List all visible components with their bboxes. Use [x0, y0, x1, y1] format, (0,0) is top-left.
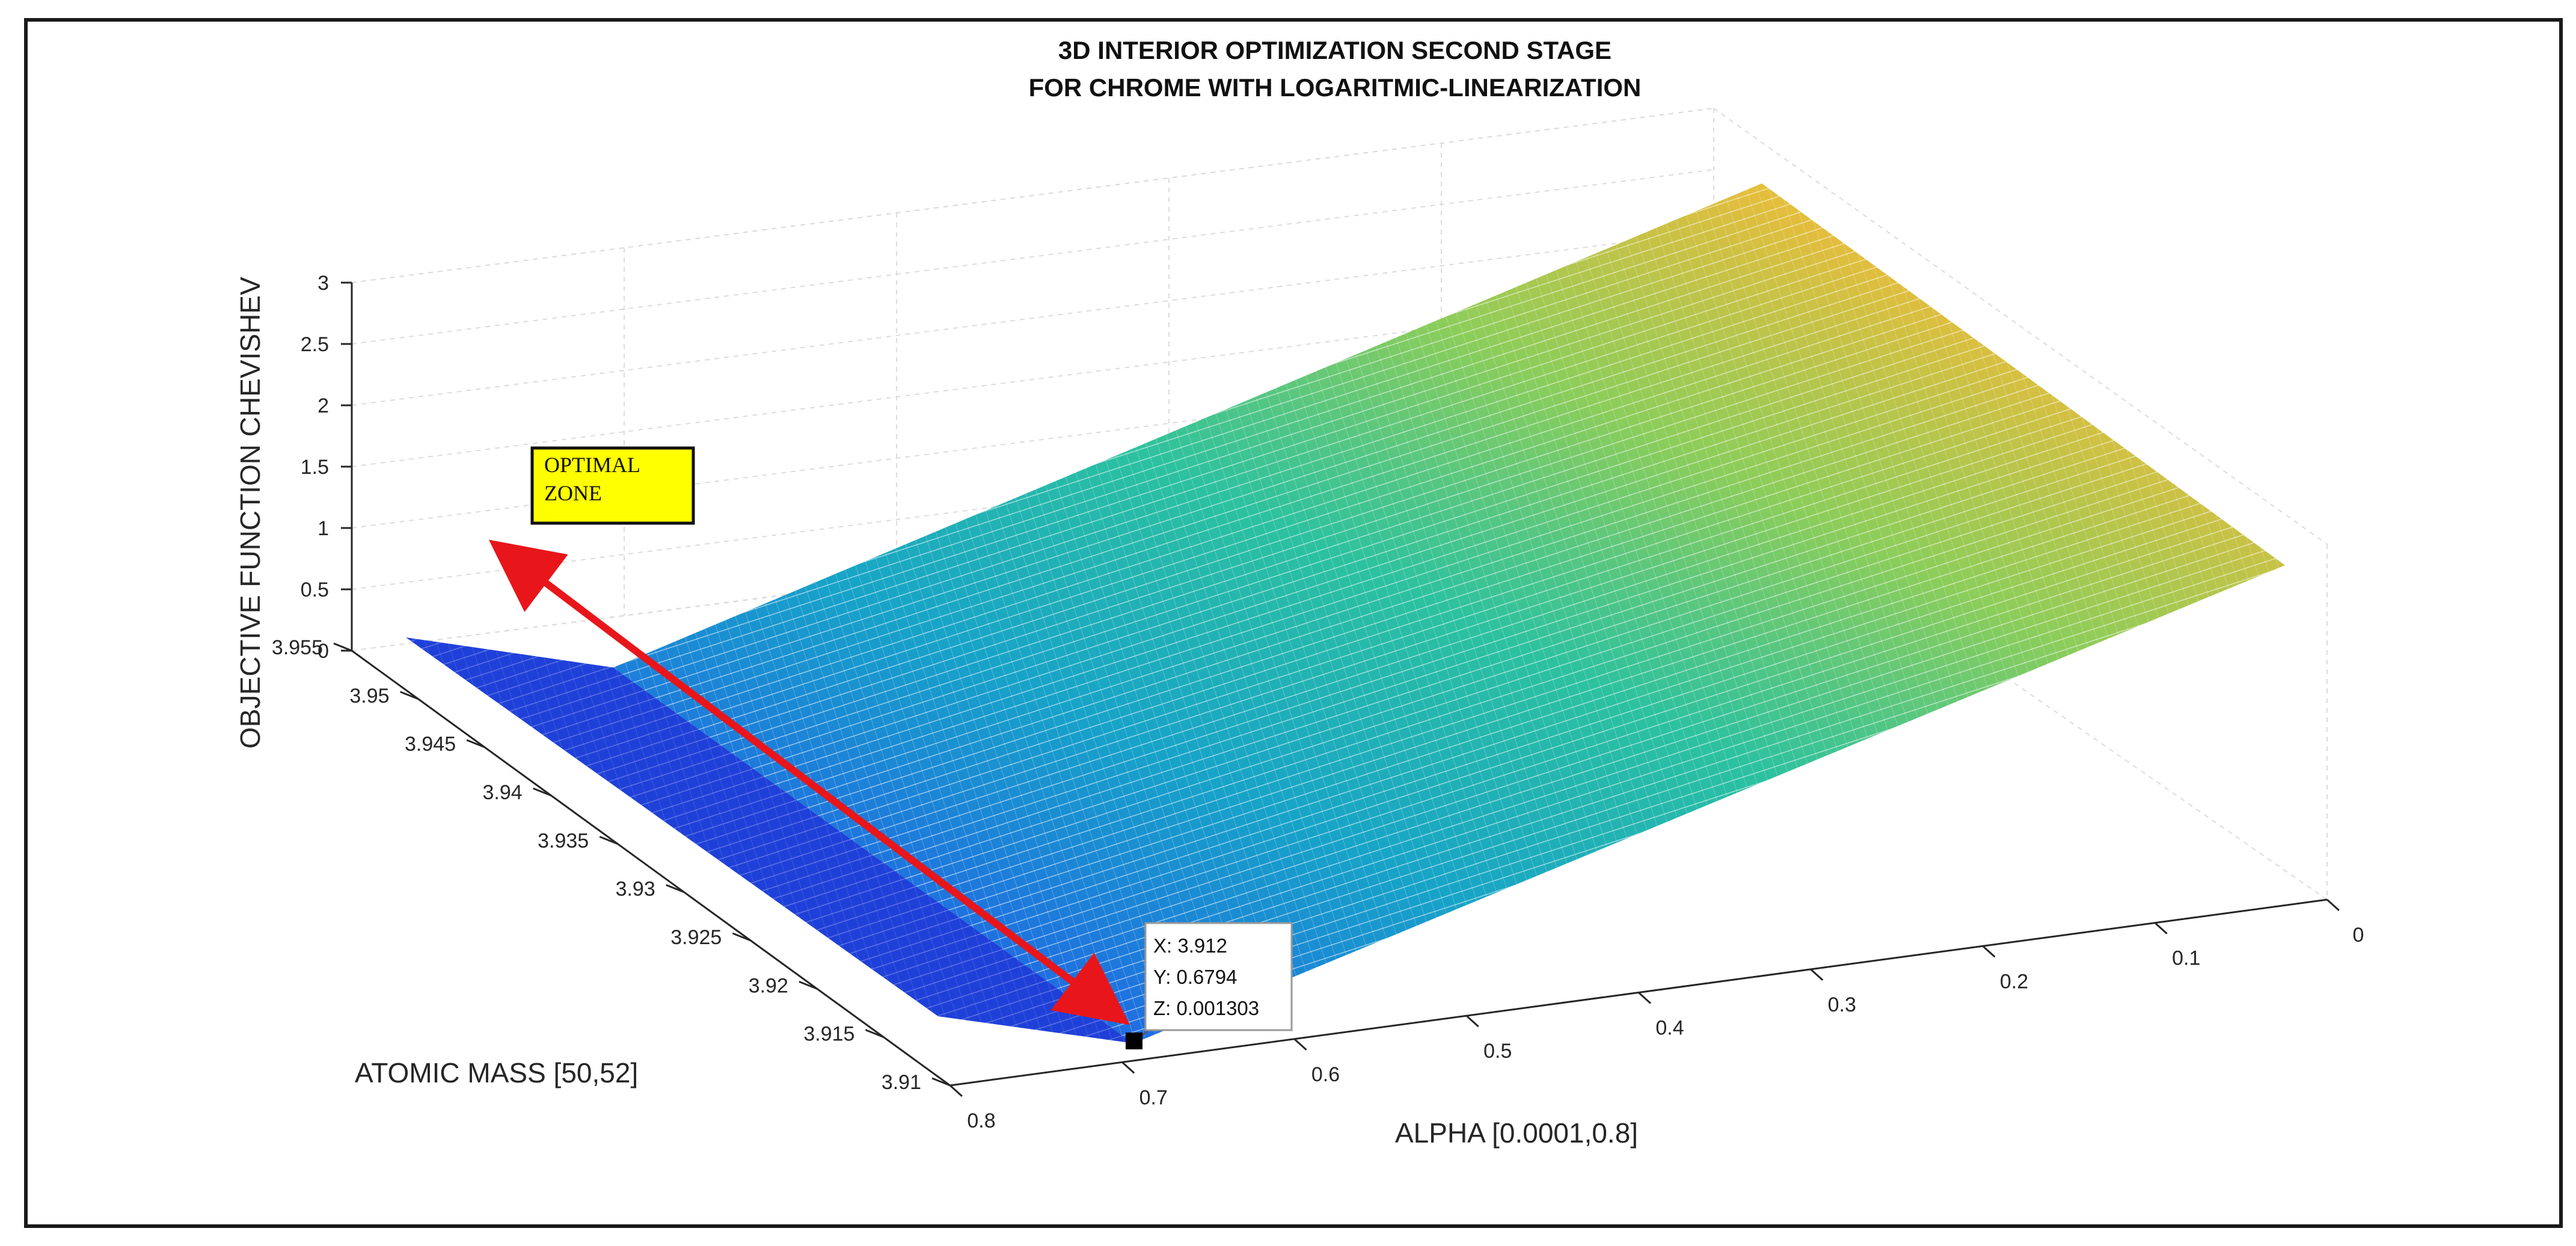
y-tick-label: 3.94	[482, 781, 522, 804]
data-tip-z: Z: 0.001303	[1153, 997, 1259, 1019]
x-tick-mark	[1982, 945, 1996, 958]
y-tick-mark	[333, 642, 352, 652]
x-tick-label: 0.1	[2172, 947, 2200, 970]
z-tick-label: 1.5	[301, 456, 329, 479]
x-tick-label: 0	[2353, 924, 2364, 947]
annotation-line2: ZONE	[544, 481, 602, 505]
box-edge	[351, 108, 1714, 283]
y-tick-mark	[865, 1029, 885, 1039]
x-tick-label: 0.6	[1311, 1063, 1340, 1086]
data-tip-marker	[1126, 1033, 1142, 1049]
x-axis-label: ALPHA [0.0001,0.8]	[1395, 1117, 1638, 1149]
y-tick-label: 3.93	[616, 878, 655, 901]
x-tick-mark	[2326, 898, 2340, 912]
x-axis-ticks: 0 0.1 0.2 0.3 0.4 0.5 0.6 0.7 0.8	[949, 898, 2364, 1132]
x-tick-label: 0.4	[1655, 1017, 1684, 1040]
y-tick-label: 3.92	[749, 974, 788, 997]
x-tick-label: 0.2	[2000, 970, 2028, 993]
x-tick-label: 0.5	[1483, 1040, 1512, 1063]
data-tip[interactable]: X: 3.912 Y: 0.6794 Z: 0.001303	[1126, 922, 1293, 1049]
z-grid-line	[351, 353, 1714, 529]
surface	[406, 183, 2285, 1043]
optimal-arrow	[488, 539, 1130, 1025]
data-tip-y: Y: 0.6794	[1153, 966, 1237, 988]
data-tip-box	[1144, 922, 1293, 1031]
x-tick-mark	[1465, 1015, 1479, 1028]
y-tick-mark	[399, 690, 419, 700]
annotation-box	[530, 446, 695, 525]
data-tip-x: X: 3.912	[1153, 934, 1227, 957]
chart-title-line1: 3D INTERIOR OPTIMIZATION SECOND STAGE	[1058, 36, 1612, 64]
y-tick-mark	[931, 1077, 951, 1087]
y-tick-label: 3.925	[670, 926, 722, 949]
y-tick-mark	[466, 739, 485, 749]
y-tick-label: 3.91	[882, 1071, 921, 1094]
x-tick-mark	[1810, 968, 1824, 981]
x-tick-mark	[1637, 992, 1652, 1004]
box-edge	[1713, 108, 2328, 545]
y-tick-label: 3.95	[349, 684, 389, 707]
y-tick-label: 3.915	[803, 1023, 854, 1046]
optimal-zone-annotation[interactable]: OPTIMAL ZONE	[530, 446, 695, 525]
annotation-line1: OPTIMAL	[544, 453, 640, 477]
y-tick-label: 3.955	[272, 636, 323, 659]
x-tick-mark	[1121, 1061, 1135, 1074]
x-tick-label: 0.3	[1828, 993, 1856, 1016]
z-tick-label: 0	[317, 640, 329, 663]
x-tick-label: 0.8	[967, 1109, 995, 1132]
y-tick-label: 3.935	[538, 829, 589, 852]
z-tick-label: 1	[317, 517, 329, 540]
chart-title-line2: FOR CHROME WITH LOGARITMIC-LINEARIZATION	[1029, 73, 1642, 102]
x-tick-mark	[1293, 1038, 1307, 1051]
z-axis-ticks: 0 0.5 1 1.5 2 2.5 3	[301, 272, 352, 663]
z-grid-line	[351, 230, 1714, 406]
y-tick-label: 3.945	[405, 733, 456, 756]
x-tick-mark	[2154, 922, 2168, 934]
y-axis-label: ATOMIC MASS [50,52]	[355, 1057, 638, 1088]
z-grid-line	[351, 292, 1714, 467]
z-tick-label: 3	[317, 272, 329, 295]
x-tick-mark	[949, 1084, 963, 1097]
z-grid-line	[351, 169, 1714, 345]
z-tick-label: 2	[317, 394, 329, 417]
z-axis-label: OBJECTIVE FUNCTION CHEVISHEV	[235, 277, 266, 749]
z-tick-label: 2.5	[301, 333, 329, 356]
x-tick-label: 0.7	[1139, 1086, 1168, 1109]
z-tick-label: 0.5	[301, 578, 329, 601]
